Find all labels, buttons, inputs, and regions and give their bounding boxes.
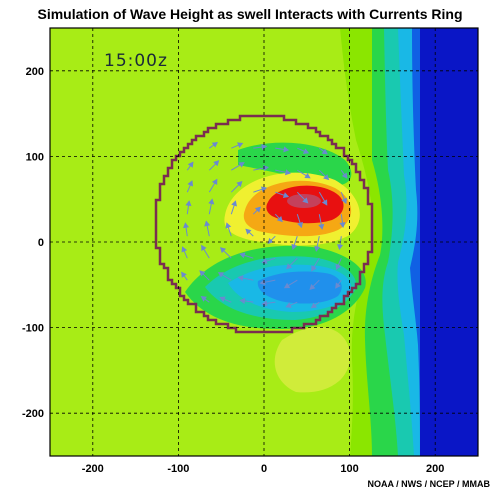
current-vector-head [318, 223, 325, 230]
current-vector-head [283, 146, 290, 153]
ring-contours [185, 142, 366, 393]
current-vector-head [304, 172, 311, 179]
current-vector-head [297, 221, 303, 229]
current-vector-head [335, 282, 341, 289]
x-tick-label: 0 [261, 463, 267, 475]
y-tick-label: -200 [22, 408, 44, 420]
current-vector-head [285, 302, 292, 308]
current-vector-head [337, 244, 344, 251]
current-vector-head [310, 302, 318, 309]
current-vector-head [302, 148, 310, 154]
contour-pale-green-south [274, 326, 351, 393]
current-vector-head [204, 220, 211, 227]
x-tick-label: 100 [340, 463, 358, 475]
credit-label: NOAA / NWS / NCEP / MMAB [367, 479, 490, 489]
current-vector-head [183, 222, 190, 229]
current-vector-head [341, 172, 348, 179]
current-vector-head [321, 148, 328, 155]
current-vector-head [239, 297, 246, 305]
current-vector-head [314, 245, 321, 252]
current-vector-head [219, 296, 226, 303]
current-vector-head [323, 174, 330, 181]
current-vector-head [236, 181, 243, 188]
current-vector-head [220, 247, 227, 254]
current-vector-head [199, 270, 206, 277]
current-vector-head [286, 263, 293, 270]
band-deep-blue [420, 28, 478, 456]
east-boundary-bands [340, 28, 478, 456]
current-vector-head [237, 275, 244, 282]
current-vector-head [225, 222, 232, 229]
y-tick-label: 0 [38, 237, 44, 249]
current-vector-head [208, 198, 215, 205]
current-ring-outline [154, 114, 374, 334]
current-vector-head [309, 283, 316, 291]
current-vector-head [187, 180, 194, 187]
current-vector-head [245, 228, 252, 235]
current-vector-head [321, 199, 328, 206]
current-vector-head [254, 206, 261, 213]
x-tick-label: -100 [167, 463, 189, 475]
current-vector-head [231, 200, 237, 207]
current-vector-head [237, 142, 244, 149]
current-vector-head [335, 263, 342, 271]
current-vector-head [282, 192, 290, 199]
current-vector-head [276, 215, 283, 223]
current-vector-head [291, 243, 298, 251]
current-vector-head [239, 252, 246, 259]
current-vector-head [302, 197, 309, 204]
y-tick-label: -100 [22, 323, 44, 335]
current-vector-head [283, 282, 291, 289]
current-vector-head [201, 244, 207, 252]
current-vector-head [238, 162, 245, 168]
plot-frame [49, 27, 479, 457]
current-vector-head [261, 300, 268, 307]
current-vector-head [217, 272, 225, 278]
contour-sky-south [257, 271, 342, 304]
current-vector-head [311, 265, 317, 272]
current-vector-head [284, 169, 291, 176]
x-tick-label: 200 [426, 463, 444, 475]
y-tick-label: 200 [26, 66, 44, 78]
current-vector-head [187, 161, 194, 168]
current-vector-head [261, 258, 268, 264]
current-vector-head [213, 160, 220, 167]
y-axis: 200 100 0 -100 -200 [22, 66, 44, 420]
current-vectors [181, 141, 348, 309]
y-tick-label: 100 [26, 151, 44, 163]
current-vector-head [181, 246, 188, 253]
current-vector-head [181, 271, 187, 278]
plot-area [50, 28, 478, 456]
current-vector-head [211, 178, 218, 186]
chart-title: Simulation of Wave Height as swell Inter… [37, 6, 463, 22]
current-vector-head [185, 200, 192, 207]
current-vector-head [211, 141, 218, 148]
time-label: 15:00z [104, 51, 168, 71]
current-vector-head [341, 197, 347, 205]
current-vector-head [261, 143, 268, 150]
grid-lines [50, 28, 478, 456]
x-axis: -200 -100 0 100 200 [82, 463, 445, 475]
x-tick-label: -200 [82, 463, 104, 475]
current-vector-head [260, 186, 268, 193]
current-vector-head [267, 237, 274, 244]
current-vector-head [339, 222, 346, 229]
current-vector-head [200, 296, 207, 302]
